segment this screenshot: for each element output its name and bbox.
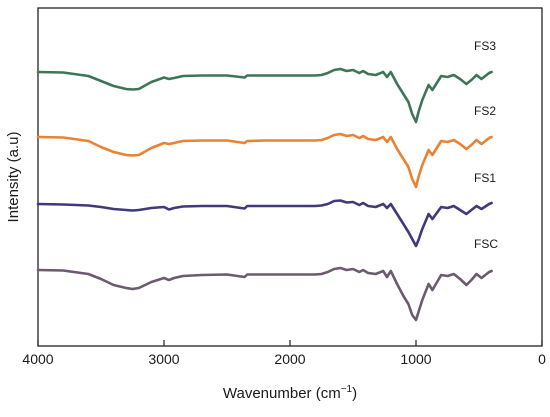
plot-frame (37, 7, 543, 347)
x-axis-title-close: ) (352, 385, 357, 402)
x-axis-tick-labels: 4000 3000 2000 1000 0 (22, 351, 546, 367)
series-label-fs3: FS3 (474, 39, 496, 53)
x-tick-label-0: 0 (538, 351, 546, 367)
series-labels: FS3 FS2 FS1 FSC (474, 39, 498, 251)
x-tick-label-4000: 4000 (22, 351, 53, 367)
x-axis-title-superscript: −1 (341, 384, 353, 395)
series-line-fs2 (36, 132, 493, 189)
series-line-fs3 (36, 67, 493, 124)
series-label-fs2: FS2 (474, 104, 496, 118)
series-line-fs1 (36, 199, 493, 248)
x-tick-label-2000: 2000 (274, 351, 305, 367)
series-label-fsc: FSC (474, 237, 498, 251)
series-label-fs1: FS1 (474, 171, 496, 185)
x-axis-ticks (37, 340, 543, 346)
x-axis-title-main: Wavenumber (cm (223, 385, 341, 402)
series-lines (36, 67, 493, 322)
x-axis-title: Wavenumber (cm−1) (223, 384, 357, 402)
series-line-fsc (36, 266, 493, 322)
y-axis-title: Intensity (a.u) (5, 132, 22, 223)
x-tick-label-1000: 1000 (400, 351, 431, 367)
x-tick-label-3000: 3000 (148, 351, 179, 367)
